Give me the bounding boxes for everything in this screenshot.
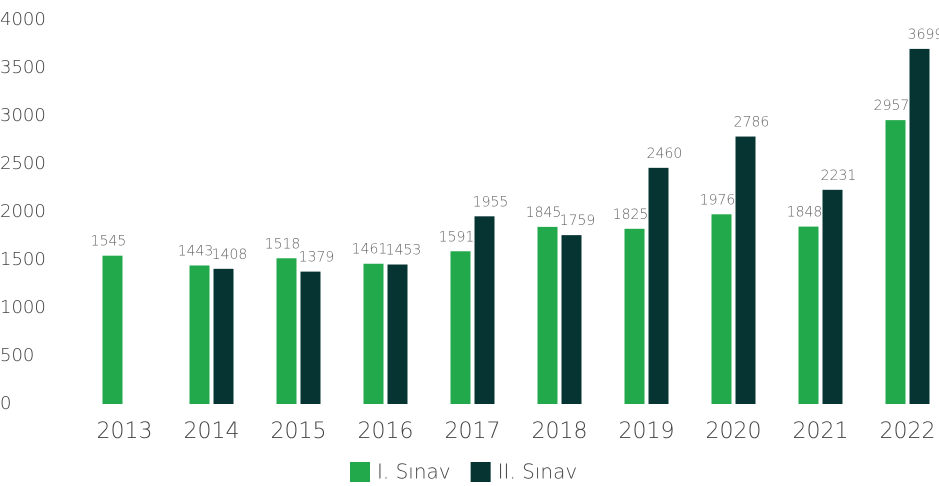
value-label: 1845 (526, 205, 562, 221)
x-tick-label: 2022 (880, 419, 936, 444)
bar (102, 255, 123, 404)
legend-label: II. Sınav (498, 460, 578, 484)
bar (450, 251, 471, 404)
bar (213, 268, 234, 404)
bar (561, 235, 582, 404)
value-label: 3699 (908, 27, 939, 43)
y-tick-label: 0 (0, 393, 11, 414)
value-label: 2957 (874, 98, 910, 114)
x-tick-label: 2014 (184, 419, 240, 444)
legend-swatch (350, 462, 370, 482)
x-tick-label: 2021 (793, 419, 849, 444)
legend-swatch (470, 462, 491, 482)
bar (735, 136, 756, 404)
value-label: 1379 (299, 250, 335, 266)
x-tick-label: 2020 (706, 419, 762, 444)
value-label: 1461 (352, 242, 388, 258)
y-tick-label: 2000 (0, 201, 46, 222)
x-tick-label: 2018 (532, 419, 588, 444)
value-label: 1976 (700, 192, 736, 208)
bar (363, 263, 384, 404)
bar (474, 216, 495, 404)
bar (276, 258, 297, 404)
bar (624, 228, 645, 404)
bar (885, 120, 906, 405)
x-tick-label: 2017 (445, 419, 501, 444)
value-label: 1443 (178, 243, 214, 259)
value-label: 2460 (647, 146, 683, 162)
x-tick-label: 2015 (271, 419, 327, 444)
value-label: 1408 (212, 247, 248, 263)
value-label: 1453 (386, 243, 422, 259)
legend-label: I. Sınav (377, 460, 451, 484)
y-tick-label: 1000 (0, 297, 46, 318)
bar (711, 214, 732, 404)
y-tick-label: 3000 (0, 105, 46, 126)
y-tick-label: 500 (0, 345, 34, 366)
value-label: 1825 (613, 207, 649, 223)
value-label: 1759 (560, 213, 596, 229)
bar (300, 271, 321, 404)
value-label: 1545 (91, 234, 127, 250)
value-label: 1591 (439, 229, 475, 245)
value-label: 2786 (734, 115, 770, 131)
bar (189, 265, 210, 404)
x-tick-label: 2019 (619, 419, 675, 444)
value-label: 1848 (787, 205, 823, 221)
x-tick-label: 2016 (358, 419, 414, 444)
y-tick-label: 4000 (0, 9, 46, 30)
y-tick-label: 1500 (0, 249, 46, 270)
bar (909, 48, 930, 405)
bar (822, 189, 843, 404)
y-tick-label: 3500 (0, 57, 46, 78)
x-tick-label: 2013 (97, 419, 153, 444)
bar (648, 167, 669, 404)
bar (537, 226, 558, 404)
bar (387, 264, 408, 404)
bar (798, 226, 819, 404)
value-label: 2231 (821, 168, 857, 184)
value-label: 1955 (473, 194, 509, 210)
y-tick-label: 2500 (0, 153, 46, 174)
value-label: 1518 (265, 236, 301, 252)
